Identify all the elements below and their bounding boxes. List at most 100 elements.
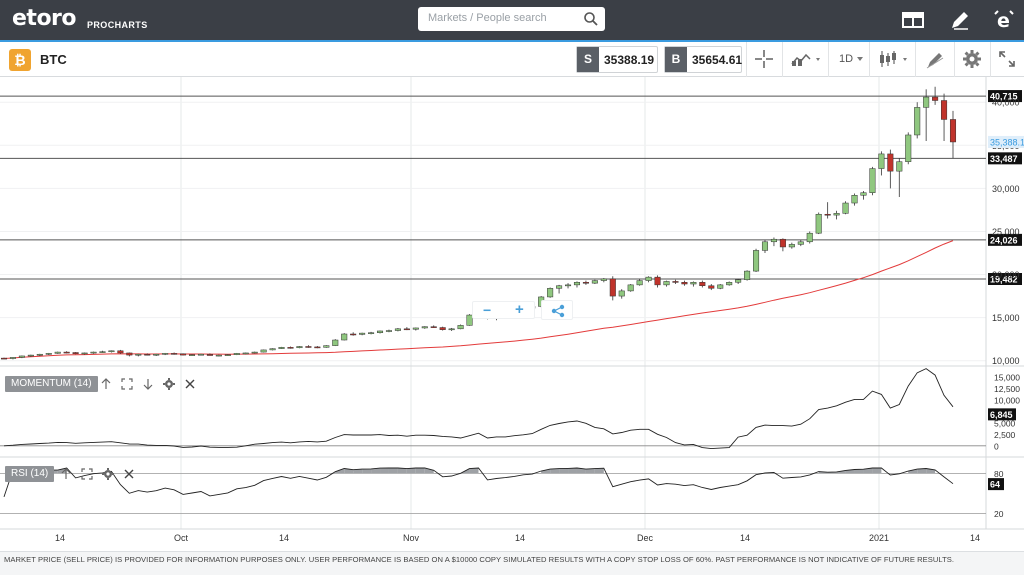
arrow-up-icon[interactable] bbox=[100, 378, 112, 390]
candle-body bbox=[842, 202, 849, 214]
rsi-overbought-fill bbox=[388, 468, 398, 474]
rsi-overbought-fill bbox=[406, 468, 416, 474]
candle-body bbox=[636, 280, 643, 286]
gear-icon[interactable] bbox=[163, 378, 175, 390]
candle-body bbox=[233, 353, 240, 355]
arrow-down-icon[interactable] bbox=[142, 378, 154, 390]
momentum-tick-label: 2,500 bbox=[994, 430, 1016, 440]
rsi-overbought-fill bbox=[594, 468, 604, 474]
moving-average bbox=[3, 240, 954, 359]
layout-icon[interactable] bbox=[901, 8, 925, 32]
gear-icon[interactable] bbox=[102, 468, 114, 480]
time-axis-label: 14 bbox=[740, 533, 750, 543]
candle-body bbox=[27, 354, 34, 357]
candle-body bbox=[833, 213, 840, 216]
pencil-icon[interactable] bbox=[948, 8, 972, 32]
candle-body bbox=[153, 353, 160, 356]
candle-body bbox=[949, 119, 957, 143]
chart-type-button[interactable] bbox=[782, 42, 827, 77]
level-value: 33,487 bbox=[990, 154, 1018, 164]
zoom-in-button[interactable]: + bbox=[515, 301, 524, 318]
rsi-tick-label: 80 bbox=[994, 469, 1004, 479]
candle-body bbox=[376, 330, 384, 333]
horizontal-levels: 40,715 33,487 24,026 19,482 bbox=[0, 90, 1022, 286]
candle-body bbox=[600, 278, 607, 281]
price-tick-label: 20,000 bbox=[992, 270, 1020, 280]
candle-body bbox=[394, 328, 401, 331]
rsi-overbought-fill bbox=[585, 468, 595, 474]
close-icon[interactable] bbox=[184, 378, 196, 390]
candle-body bbox=[144, 353, 151, 356]
maximize-icon[interactable] bbox=[121, 378, 133, 390]
etoro-logo[interactable]: etoro bbox=[12, 6, 77, 31]
time-axis-label: Dec bbox=[637, 533, 654, 543]
rsi-overbought-fill bbox=[353, 469, 363, 474]
fullscreen-icon bbox=[999, 51, 1015, 67]
candle-body bbox=[905, 134, 912, 162]
search-box[interactable]: Markets / People search bbox=[418, 7, 605, 31]
crosshair-button[interactable] bbox=[746, 42, 781, 77]
candle-body bbox=[645, 276, 652, 281]
candle-body bbox=[403, 328, 410, 331]
candle-body bbox=[197, 353, 204, 356]
candle-body bbox=[923, 96, 930, 108]
current-price-value: 35,388.19 bbox=[990, 137, 1024, 147]
share-button[interactable] bbox=[541, 300, 573, 320]
close-icon[interactable] bbox=[123, 468, 135, 480]
sell-price-button[interactable]: S 35388.19 bbox=[576, 46, 658, 73]
momentum-tick-label: 10,000 bbox=[994, 395, 1020, 405]
rsi-overbought-fill bbox=[550, 468, 560, 474]
candle-body bbox=[582, 282, 589, 284]
search-icon[interactable] bbox=[583, 11, 599, 27]
sell-tag: S bbox=[577, 47, 599, 72]
timeframe-dropdown[interactable]: 1D bbox=[828, 42, 868, 77]
candle-body bbox=[618, 290, 625, 297]
etoro-e-icon[interactable]: e bbox=[992, 8, 1016, 32]
candle-body bbox=[45, 353, 52, 355]
candle-body bbox=[359, 332, 366, 335]
candle-body bbox=[341, 333, 348, 341]
settings-button[interactable] bbox=[954, 42, 989, 77]
rsi-overbought-fill bbox=[559, 468, 569, 474]
bitcoin-icon: ₿ bbox=[9, 49, 31, 71]
rsi-indicator: 80 20 64 bbox=[0, 467, 1004, 519]
time-axis: 14 Oct 14 Nov 14 Dec 14 2021 14 bbox=[55, 533, 980, 543]
candle-body bbox=[573, 282, 581, 286]
time-axis-label: 14 bbox=[279, 533, 289, 543]
candle-body bbox=[779, 238, 786, 248]
candle-body bbox=[788, 244, 795, 248]
time-axis-label: 14 bbox=[55, 533, 65, 543]
rsi-current-value: 64 bbox=[990, 480, 1000, 490]
candle-body bbox=[72, 352, 79, 355]
rsi-overbought-fill bbox=[57, 468, 67, 474]
candles-button[interactable] bbox=[869, 42, 914, 77]
candle-body bbox=[314, 346, 321, 349]
buy-price-button[interactable]: B 35654.61 bbox=[664, 46, 742, 73]
candle-body bbox=[421, 326, 428, 329]
maximize-icon[interactable] bbox=[81, 468, 93, 480]
candle-body bbox=[609, 278, 616, 297]
fullscreen-button[interactable] bbox=[990, 42, 1024, 77]
candle-body bbox=[188, 354, 196, 356]
zoom-out-button[interactable]: − bbox=[483, 302, 492, 318]
candle-body bbox=[9, 357, 16, 359]
search-input[interactable]: Markets / People search bbox=[428, 12, 547, 24]
rsi-overbought-fill bbox=[371, 468, 381, 474]
drawing-tools-button[interactable] bbox=[915, 42, 953, 77]
rsi-label[interactable]: RSI (14) bbox=[5, 466, 55, 482]
price-tick-label: 40,000 bbox=[992, 98, 1020, 108]
candle-body bbox=[932, 96, 939, 101]
chevron-down-icon bbox=[857, 57, 863, 61]
rsi-overbought-fill bbox=[908, 469, 918, 474]
candle-body bbox=[350, 333, 357, 336]
momentum-label[interactable]: MOMENTUM (14) bbox=[5, 376, 98, 392]
arrow-up-icon[interactable] bbox=[60, 468, 72, 480]
time-axis-label: 2021 bbox=[869, 533, 889, 543]
candle-body bbox=[251, 351, 258, 354]
level-tag bbox=[988, 152, 1022, 165]
level-tag bbox=[988, 273, 1022, 286]
candle-body bbox=[654, 276, 661, 286]
candle-body bbox=[851, 195, 858, 204]
